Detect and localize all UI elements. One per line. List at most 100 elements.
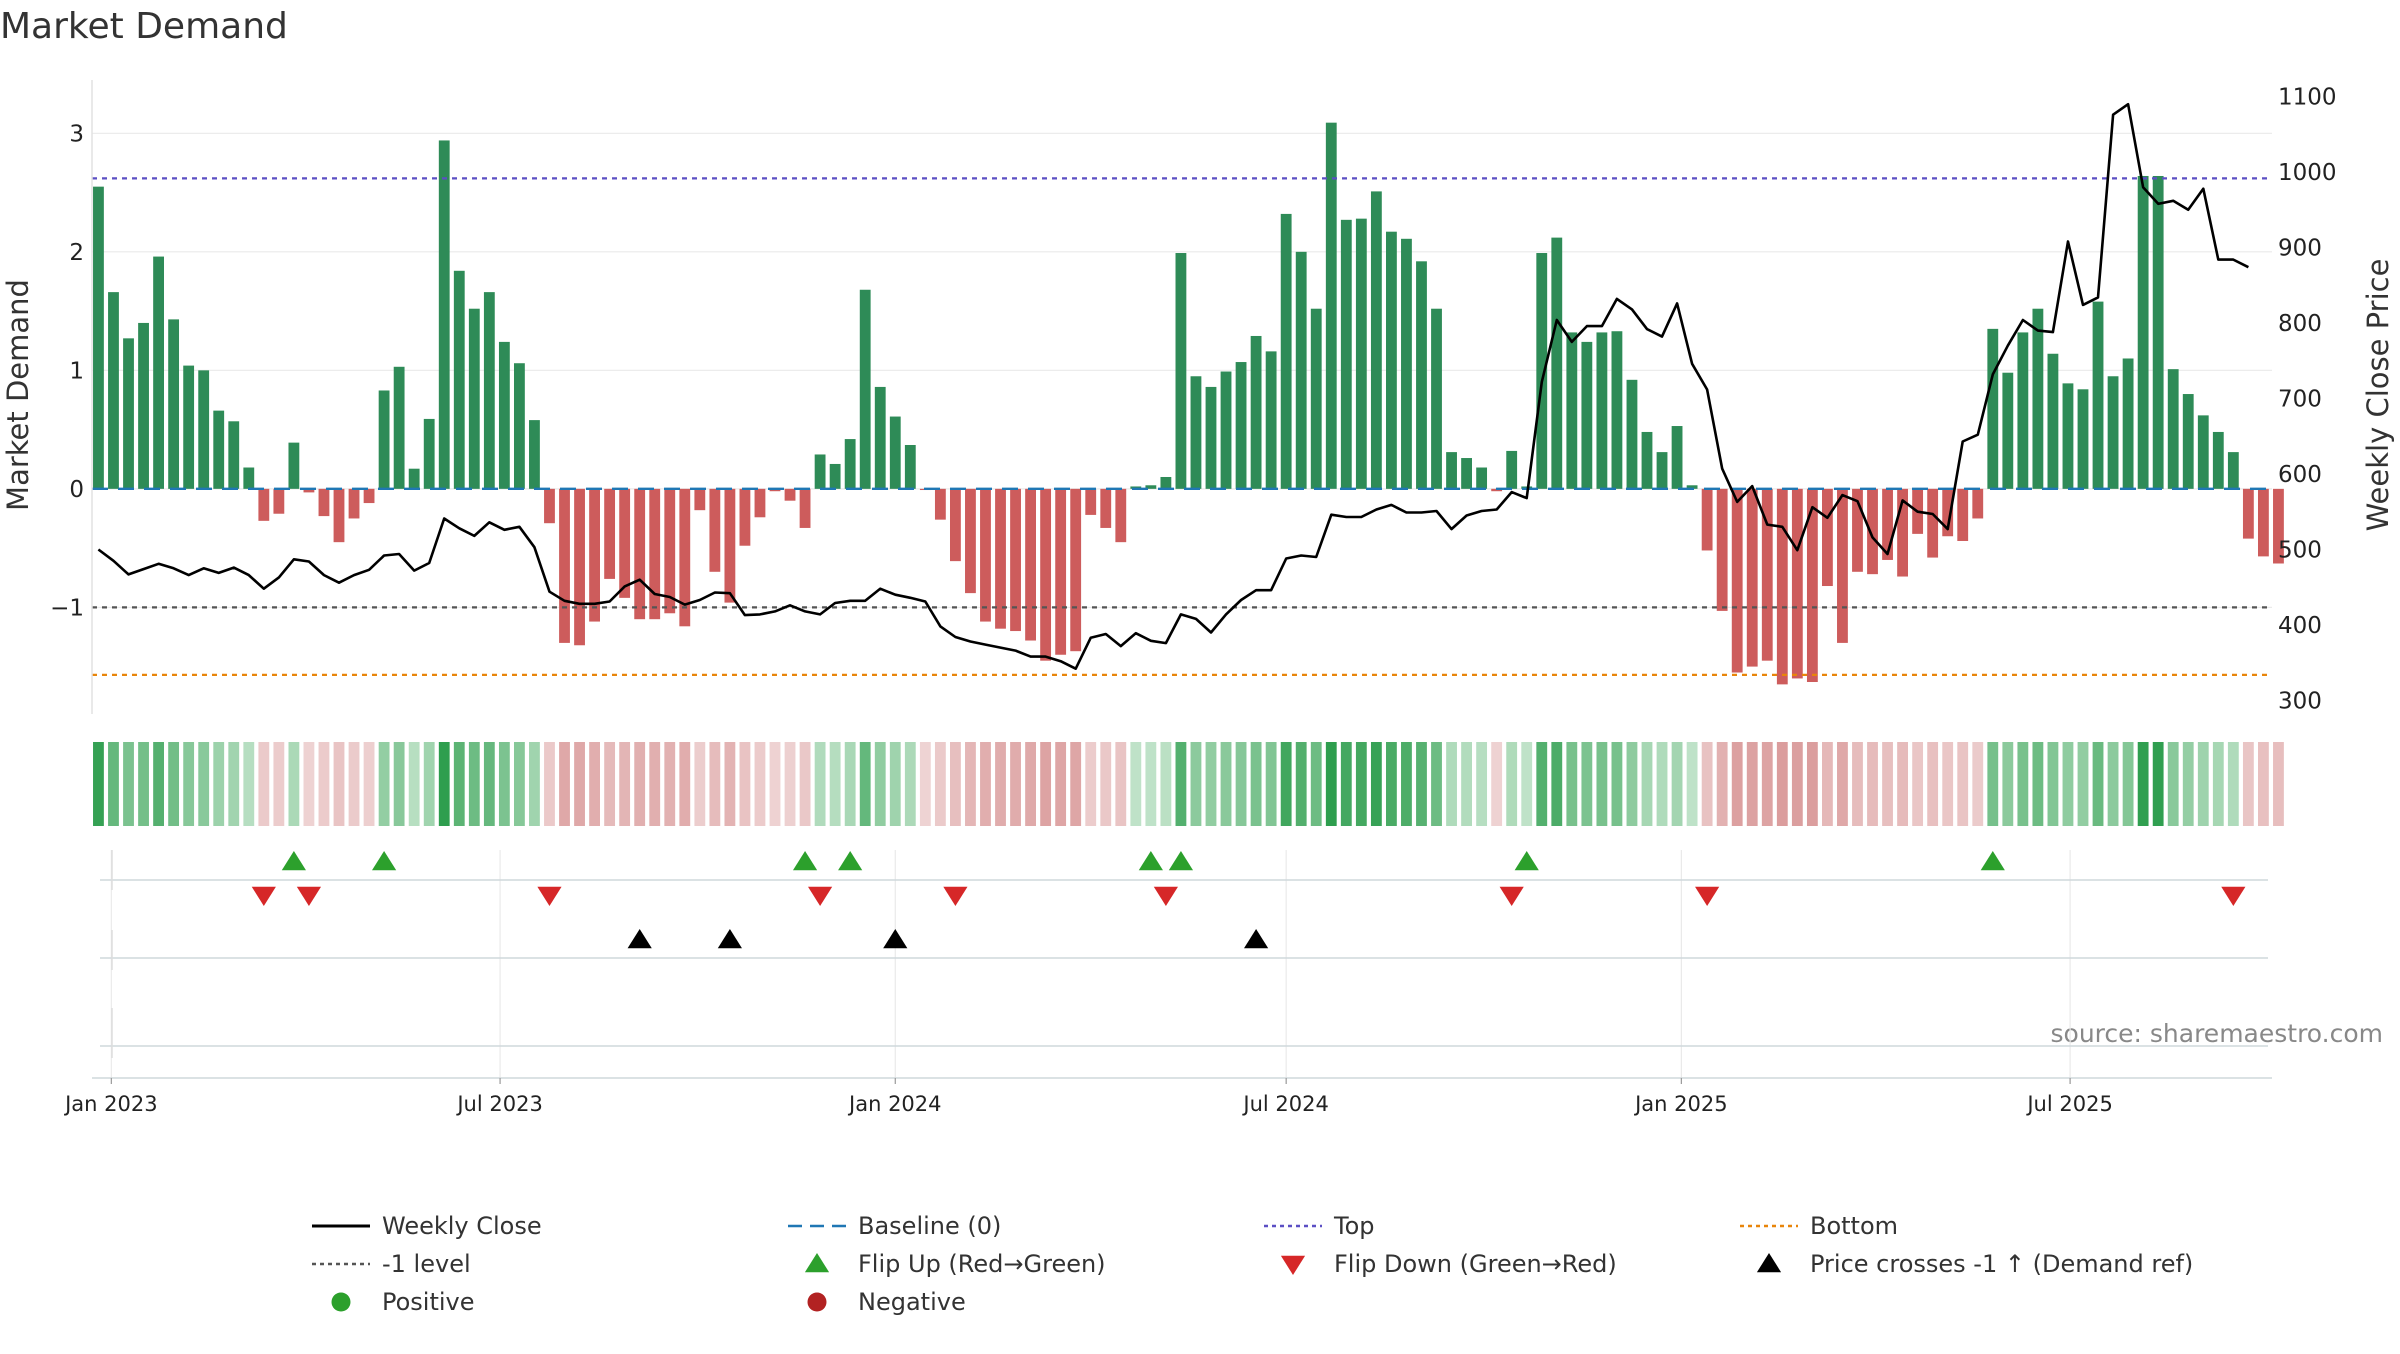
- demand-strip-cell: [393, 742, 405, 826]
- demand-bar: [153, 256, 164, 489]
- demand-strip-cell: [1566, 742, 1578, 826]
- demand-strip-cell: [198, 742, 210, 826]
- demand-bar: [604, 488, 616, 579]
- demand-bar: [1370, 191, 1382, 489]
- demand-bar: [965, 488, 976, 594]
- demand-bar: [829, 463, 841, 489]
- demand-strip-cell: [919, 742, 931, 826]
- demand-strip-cell: [2122, 742, 2134, 826]
- demand-bars: [93, 122, 2284, 685]
- legend: Weekly Close Baseline (0) Top Bottom -1 leve…: [312, 1212, 2193, 1316]
- legend-label: Weekly Close: [382, 1212, 542, 1240]
- demand-bar: [709, 488, 721, 572]
- demand-bar: [1716, 488, 1728, 611]
- price-cross-marker: [627, 929, 652, 949]
- demand-bar: [574, 488, 585, 646]
- demand-bar: [2152, 175, 2164, 489]
- flip-down-marker: [251, 886, 276, 906]
- price-cross-marker: [1243, 929, 1269, 949]
- demand-strip-cell: [2257, 742, 2269, 826]
- demand-strip-cell: [619, 742, 631, 826]
- demand-strip-cell: [438, 742, 450, 826]
- demand-strip-cell: [183, 742, 195, 826]
- demand-bar: [1897, 488, 1908, 577]
- demand-bar: [93, 186, 104, 489]
- demand-strip-cell: [2273, 742, 2284, 826]
- demand-strip-cell: [333, 742, 345, 826]
- demand-strip-cell: [1912, 742, 1924, 826]
- demand-bar: [348, 488, 360, 519]
- demand-bar: [2182, 394, 2194, 489]
- demand-strip-cell: [1867, 742, 1878, 826]
- legend-label: -1 level: [382, 1250, 471, 1278]
- legend-label: Flip Down (Green→Red): [1334, 1250, 1617, 1278]
- demand-strip-cell: [1220, 742, 1232, 826]
- demand-bar: [1581, 341, 1593, 489]
- flip-down-marker: [1153, 886, 1178, 906]
- demand-strip-cell: [1401, 742, 1412, 826]
- demand-bar: [995, 488, 1006, 629]
- demand-strip-cell: [1355, 742, 1367, 826]
- axes-layer: −1 0 1 2 3 300 400 500 600 700 800 900 1000 1100 Jan 2…: [50, 80, 2337, 1116]
- demand-bar: [1025, 488, 1036, 641]
- demand-strip-cell: [1446, 742, 1457, 826]
- demand-strip-cell: [1942, 742, 1954, 826]
- demand-bar: [1626, 379, 1638, 489]
- flip-down-marker: [807, 886, 833, 906]
- demand-bar: [2017, 332, 2029, 489]
- demand-strip-cell: [799, 742, 811, 826]
- demand-bar: [1461, 458, 1472, 489]
- demand-bar: [1987, 328, 1999, 489]
- y2-tick-label: 1000: [2278, 160, 2337, 186]
- demand-strip-cell: [574, 742, 585, 826]
- demand-strip-cell: [1250, 742, 1262, 826]
- demand-strip-cell: [1040, 742, 1052, 826]
- demand-strip-cell: [2152, 742, 2164, 826]
- demand-strip-cell: [544, 742, 555, 826]
- demand-bar: [1671, 426, 1683, 489]
- demand-strip-cell: [1145, 742, 1157, 826]
- demand-strip-cell: [769, 742, 781, 826]
- demand-bar: [799, 488, 811, 528]
- demand-bar: [1536, 253, 1548, 489]
- demand-strip-cell: [1235, 742, 1247, 826]
- demand-strip-cell: [2002, 742, 2014, 826]
- demand-bar: [2242, 488, 2254, 539]
- demand-bar: [949, 488, 961, 562]
- demand-strip-cell: [2137, 742, 2149, 826]
- demand-bar: [2197, 415, 2209, 489]
- demand-strip-cell: [468, 742, 480, 826]
- demand-strip-cell: [1115, 742, 1127, 826]
- demand-bar: [1972, 488, 1984, 519]
- demand-bar: [1506, 450, 1518, 489]
- demand-strip-cell: [1821, 742, 1833, 826]
- demand-bar: [1235, 362, 1247, 489]
- demand-strip-cell: [303, 742, 315, 826]
- demand-strip-cell: [498, 742, 510, 826]
- demand-strip-cell: [2227, 742, 2239, 826]
- demand-strip-cell: [859, 742, 871, 826]
- demand-bar: [1280, 213, 1292, 489]
- demand-strip-cell: [874, 742, 886, 826]
- demand-bar: [423, 418, 435, 489]
- demand-bar: [1596, 332, 1608, 489]
- demand-bar: [1100, 488, 1112, 528]
- demand-bar: [1085, 488, 1097, 515]
- demand-bar: [934, 488, 946, 520]
- demand-bar: [2077, 389, 2089, 489]
- demand-strip-cell: [529, 742, 540, 826]
- chart-title: Market Demand: [0, 6, 288, 47]
- legend-label: Flip Up (Red→Green): [858, 1250, 1106, 1278]
- demand-bar: [1957, 488, 1969, 541]
- demand-bar: [1882, 488, 1893, 560]
- demand-bar: [694, 488, 706, 511]
- demand-strip-cell: [1521, 742, 1533, 826]
- flip-down-marker: [1499, 886, 1524, 906]
- demand-strip-cell: [1416, 742, 1427, 826]
- x-tick-label: Jul 2023: [455, 1092, 542, 1116]
- price-layer: [97, 102, 2249, 671]
- demand-bar: [168, 319, 180, 489]
- demand-strip-cell: [1160, 742, 1172, 826]
